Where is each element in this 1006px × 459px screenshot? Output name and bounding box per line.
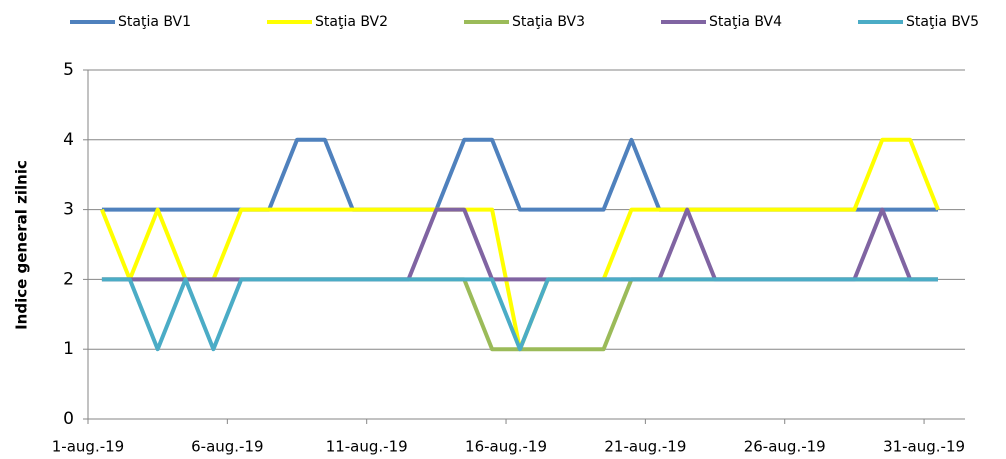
- series-line: [101, 277, 938, 352]
- series-line: [101, 137, 938, 212]
- y-tick-label: 0: [63, 409, 74, 429]
- legend-label: Staţia BV1: [118, 14, 191, 30]
- legend: Staţia BV1 Staţia BV2 Staţia BV3 Staţia BV4…: [70, 14, 979, 30]
- x-tick-label: 26-aug.-19: [744, 438, 826, 456]
- y-tick-label: 5: [63, 60, 74, 80]
- legend-label: Staţia BV5: [906, 14, 979, 30]
- x-tick-label: 16-aug.-19: [465, 438, 547, 456]
- x-tick-label: 1-aug.-19: [52, 438, 124, 456]
- y-tick-label: 4: [63, 130, 74, 150]
- x-tick-label: 21-aug.-19: [604, 438, 686, 456]
- y-tick-label: 2: [63, 269, 74, 289]
- legend-label: Staţia BV2: [315, 14, 388, 30]
- x-tick-label: 6-aug.-19: [191, 438, 263, 456]
- y-axis-label: Indice general zilnic: [13, 160, 31, 330]
- legend-label: Staţia BV4: [709, 14, 782, 30]
- x-tick-label: 11-aug.-19: [326, 438, 408, 456]
- y-tick-label: 1: [63, 339, 74, 359]
- x-tick-label: 31-aug.-19: [883, 438, 965, 456]
- legend-label: Staţia BV3: [512, 14, 585, 30]
- y-tick-label: 3: [63, 200, 74, 220]
